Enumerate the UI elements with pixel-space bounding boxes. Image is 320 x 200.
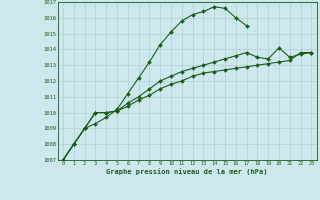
X-axis label: Graphe pression niveau de la mer (hPa): Graphe pression niveau de la mer (hPa): [107, 168, 268, 175]
